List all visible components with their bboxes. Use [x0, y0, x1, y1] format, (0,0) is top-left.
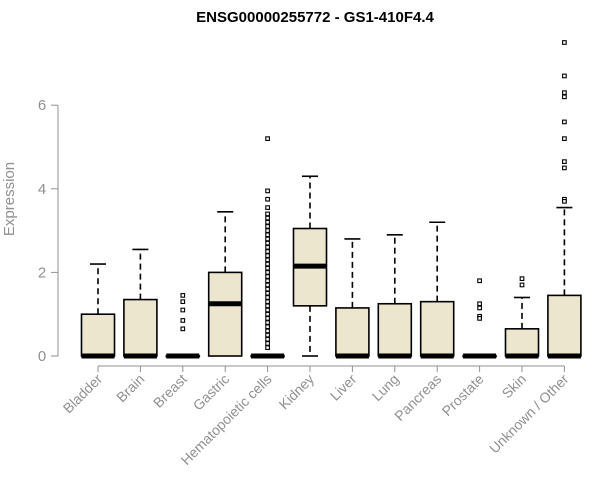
outlier-point	[180, 326, 186, 332]
box-group	[123, 248, 158, 359]
outlier-point	[265, 299, 270, 305]
outlier-point	[265, 232, 270, 238]
outlier-point	[562, 90, 567, 96]
x-tick-label: Lung	[369, 371, 402, 404]
y-tick-label: 2	[38, 264, 46, 281]
box	[547, 294, 582, 357]
outlier-point	[265, 188, 270, 194]
outlier-point	[519, 276, 525, 282]
box-group	[377, 233, 413, 359]
x-tick-label: Unknown / Other	[486, 371, 572, 457]
outlier-point	[265, 316, 270, 321]
outlier-point	[477, 316, 482, 321]
box-group	[250, 136, 285, 359]
y-tick-label: 6	[38, 97, 46, 114]
outlier-point	[265, 196, 270, 202]
outlier-point	[562, 136, 567, 141]
outlier-point	[265, 265, 270, 271]
outlier-point	[477, 305, 482, 311]
outlier-point	[562, 119, 567, 125]
outlier-point	[265, 303, 270, 309]
box-group	[462, 278, 497, 359]
outlier-point	[265, 328, 270, 334]
outlier-point	[265, 295, 270, 300]
outlier-point	[265, 205, 270, 210]
outlier-point	[265, 286, 270, 292]
outlier-point	[265, 244, 270, 250]
outlier-point	[477, 301, 482, 307]
outlier-point	[265, 307, 270, 313]
box-group	[335, 238, 370, 359]
box-group	[547, 40, 582, 359]
outlier-point	[265, 253, 270, 259]
y-axis-label: Expression	[1, 162, 18, 236]
outlier-point	[265, 336, 270, 342]
outlier-point	[180, 318, 186, 323]
chart-title: ENSG00000255772 - GS1-410F4.4	[196, 9, 434, 26]
outlier-point	[265, 224, 270, 229]
boxes-group	[80, 40, 582, 359]
outlier-point	[265, 228, 270, 233]
outlier-point	[265, 324, 270, 330]
outlier-point	[562, 40, 567, 45]
outlier-point	[265, 320, 270, 325]
outlier-point	[265, 257, 270, 263]
x-tick-label: Brain	[113, 371, 147, 405]
outlier-point	[265, 240, 270, 246]
outlier-point	[265, 236, 270, 242]
outlier-point	[265, 282, 270, 288]
outlier-point	[562, 198, 567, 204]
outlier-point	[265, 215, 270, 221]
outlier-point	[477, 278, 482, 284]
x-tick-label: Breast	[150, 371, 190, 411]
box	[335, 307, 370, 357]
box-group	[419, 221, 455, 359]
x-tick-label: Pancreas	[391, 371, 444, 424]
outlier-point	[265, 219, 270, 225]
x-tick-label: Bladder	[60, 371, 106, 417]
x-tick-label: Prostate	[439, 371, 487, 419]
y-axis: 0 2 4 6	[38, 97, 59, 365]
y-tick-label: 0	[38, 348, 46, 365]
box	[377, 302, 413, 357]
x-tick-label: Kidney	[276, 371, 318, 413]
box	[123, 298, 158, 357]
x-tick-label: Liver	[327, 371, 360, 404]
outlier-point	[265, 278, 270, 284]
outlier-point	[562, 165, 567, 171]
outlier-point	[519, 282, 525, 288]
y-tick-label: 4	[38, 181, 46, 198]
outlier-point	[265, 274, 270, 279]
outlier-point	[180, 293, 186, 298]
box	[80, 313, 116, 357]
box	[504, 328, 540, 357]
box-group	[207, 210, 243, 357]
outlier-point	[180, 307, 186, 313]
outlier-point	[265, 290, 270, 296]
box	[419, 300, 455, 357]
outlier-point	[265, 270, 270, 275]
box-group	[292, 175, 328, 357]
box-group	[165, 293, 201, 359]
box	[207, 271, 243, 357]
outlier-point	[180, 299, 186, 305]
outlier-point	[562, 94, 567, 100]
outlier-point	[265, 311, 270, 317]
outlier-point	[562, 73, 567, 79]
x-tick-label: Skin	[499, 371, 530, 402]
outlier-point	[265, 249, 270, 254]
outlier-point	[562, 159, 567, 164]
box-group	[80, 263, 116, 359]
outlier-point	[265, 261, 270, 267]
outlier-point	[265, 136, 270, 141]
outlier-point	[265, 211, 270, 217]
outlier-point	[265, 341, 270, 346]
outlier-point	[265, 332, 270, 338]
outlier-point	[265, 345, 270, 350]
box-group	[504, 276, 540, 359]
